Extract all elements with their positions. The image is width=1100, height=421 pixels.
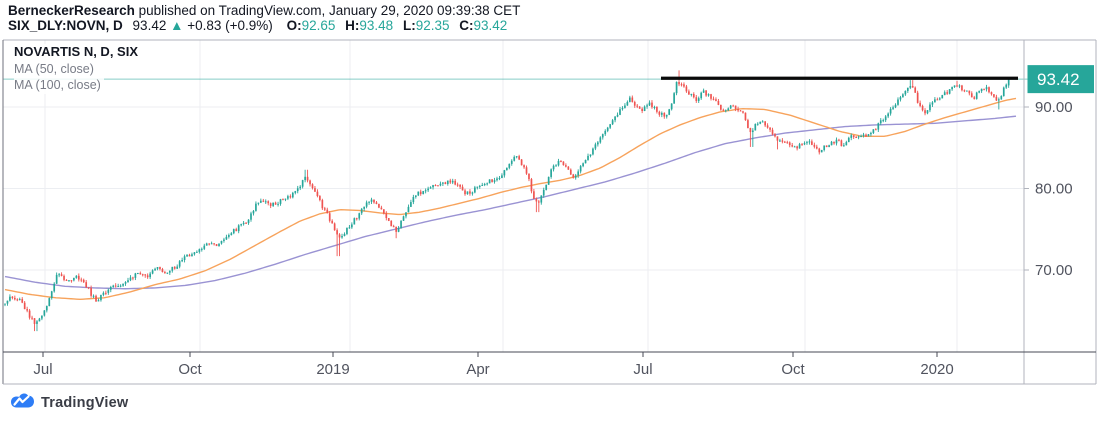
svg-text:80.00: 80.00 bbox=[1035, 181, 1073, 198]
svg-text:Jul: Jul bbox=[33, 361, 52, 378]
low-value: 92.35 bbox=[415, 18, 450, 33]
time-axis[interactable]: Jul Oct 2019 Apr Jul Oct 2020 bbox=[33, 352, 954, 378]
close-value: 93.42 bbox=[473, 18, 508, 33]
ma50-line bbox=[4, 97, 1017, 301]
publish-info: published on TradingView.com, January 29… bbox=[134, 3, 521, 18]
tradingview-brand-text[interactable]: TradingView bbox=[41, 394, 129, 411]
publish-line: BerneckerResearch published on TradingVi… bbox=[8, 3, 520, 18]
candles-layer bbox=[4, 70, 1010, 332]
legend-symbol[interactable]: NOVARTIS N, D, SIX bbox=[14, 44, 141, 61]
high-value: 93.48 bbox=[359, 18, 394, 33]
chart-legend: NOVARTIS N, D, SIX MA (50, close) MA (10… bbox=[14, 44, 141, 94]
svg-text:Oct: Oct bbox=[781, 361, 805, 378]
close-label: C: bbox=[459, 18, 474, 33]
svg-text:Jul: Jul bbox=[633, 361, 652, 378]
high-label: H: bbox=[345, 18, 360, 33]
low-label: L: bbox=[402, 18, 416, 33]
svg-text:70.00: 70.00 bbox=[1035, 262, 1073, 279]
chart-frame bbox=[2, 39, 1097, 385]
footer: TradingView bbox=[10, 393, 128, 412]
open-label: O: bbox=[286, 18, 302, 33]
svg-text:2020: 2020 bbox=[920, 361, 953, 378]
quote-line: SIX_DLY:NOVN, D 93.42 ▲ +0.83 (+0.9%) O:… bbox=[8, 18, 520, 33]
gridlines bbox=[3, 40, 1024, 352]
open-value: 92.65 bbox=[301, 18, 336, 33]
tradingview-logo-icon[interactable] bbox=[10, 393, 35, 412]
last-price: 93.42 bbox=[132, 18, 167, 33]
ma100-line bbox=[4, 115, 1017, 290]
current-price-badge bbox=[1027, 65, 1094, 94]
legend-ma100[interactable]: MA (100, close) bbox=[14, 77, 104, 94]
publisher-name: BerneckerResearch bbox=[8, 3, 135, 18]
svg-text:Oct: Oct bbox=[178, 361, 202, 378]
symbol-interval: SIX_DLY:NOVN, D bbox=[8, 18, 123, 33]
svg-text:90.00: 90.00 bbox=[1035, 99, 1073, 116]
current-price-badge-value: 93.42 bbox=[1037, 70, 1080, 89]
svg-text:2019: 2019 bbox=[316, 361, 349, 378]
header: BerneckerResearch published on TradingVi… bbox=[8, 3, 520, 33]
price-change: +0.83 (+0.9%) bbox=[187, 18, 273, 33]
price-axis[interactable]: 90.00 80.00 70.00 93.42 bbox=[1024, 65, 1094, 279]
legend-ma50[interactable]: MA (50, close) bbox=[14, 60, 97, 77]
svg-text:Apr: Apr bbox=[466, 361, 489, 378]
up-arrow-icon: ▲ bbox=[170, 18, 184, 33]
